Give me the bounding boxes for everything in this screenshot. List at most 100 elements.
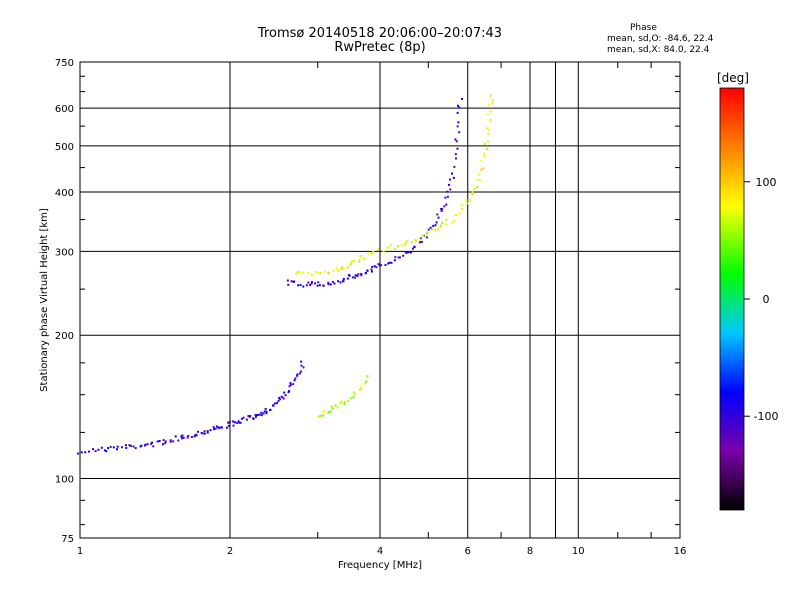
data-point [426,231,429,234]
data-point [371,252,374,255]
data-point [487,128,490,131]
data-point [317,281,320,284]
data-point [333,282,336,285]
data-point [452,176,455,179]
data-point [203,432,206,435]
data-point [450,172,453,175]
data-point [343,400,346,403]
data-point [486,113,489,116]
data-point [360,384,363,387]
data-point [460,204,463,207]
data-point [120,446,123,449]
data-point [357,273,360,276]
y-tick-label: 300 [55,247,74,258]
data-point [468,199,471,202]
data-point [427,228,430,231]
data-point [156,440,159,443]
data-point [245,418,248,421]
data-point [421,234,424,237]
data-point [329,410,332,413]
data-point [346,266,349,269]
x-axis-label: Frequency [MHz] [338,560,422,571]
phase-title: Phase [630,23,657,33]
data-point [449,178,452,181]
data-point [227,421,230,424]
data-point [443,205,446,208]
colorbar-tick-label: 100 [756,176,777,189]
data-point [471,190,474,193]
data-point [297,284,300,287]
data-point [125,446,128,449]
data-point [152,445,155,448]
data-point [307,281,310,284]
data-point [458,211,461,214]
data-point [380,264,383,267]
data-point [162,439,165,442]
data-point [125,444,128,447]
data-point [302,271,305,274]
data-point [439,225,442,228]
data-point [319,271,322,274]
data-point [293,280,296,283]
data-point [406,251,409,254]
data-point [228,420,231,423]
data-point [329,283,332,286]
data-point [302,366,305,369]
x-tick-label: 8 [527,546,533,557]
data-point [342,277,345,280]
data-point [382,250,385,253]
data-point [456,111,459,114]
data-point [310,281,313,284]
data-point [437,216,440,219]
data-point [466,202,469,205]
data-point [435,221,438,224]
data-point [181,434,184,437]
data-point [415,240,418,243]
data-point [242,416,245,419]
data-point [360,274,363,277]
data-point [169,439,172,442]
data-point [407,251,410,254]
data-point [455,157,458,160]
data-point [370,270,373,273]
data-point [180,437,183,440]
data-point [453,165,456,168]
data-point [339,281,342,284]
data-point [182,436,185,439]
data-point [336,267,339,270]
data-point [296,373,299,376]
data-point [419,237,422,240]
data-point [340,401,343,404]
data-point [327,281,330,284]
data-point [324,270,327,273]
data-point [340,400,343,403]
data-point [278,398,281,401]
data-point [446,195,449,198]
data-point [363,257,366,260]
data-point [299,283,302,286]
data-point [353,259,356,262]
data-point [397,256,400,259]
data-point [366,375,369,378]
data-point [77,452,80,455]
data-point [232,420,235,423]
data-point [406,240,409,243]
data-point [283,391,286,394]
data-points [77,94,494,455]
data-point [393,247,396,250]
data-point [298,271,301,274]
data-point [327,272,330,275]
data-point [300,370,303,373]
data-point [217,426,220,429]
data-point [454,138,457,141]
data-point [425,236,428,239]
data-point [445,223,448,226]
data-point [92,448,95,451]
data-point [439,224,442,227]
data-point [365,380,368,383]
data-point [456,147,459,150]
data-point [373,265,376,268]
data-point [240,417,243,420]
data-point [482,167,485,170]
